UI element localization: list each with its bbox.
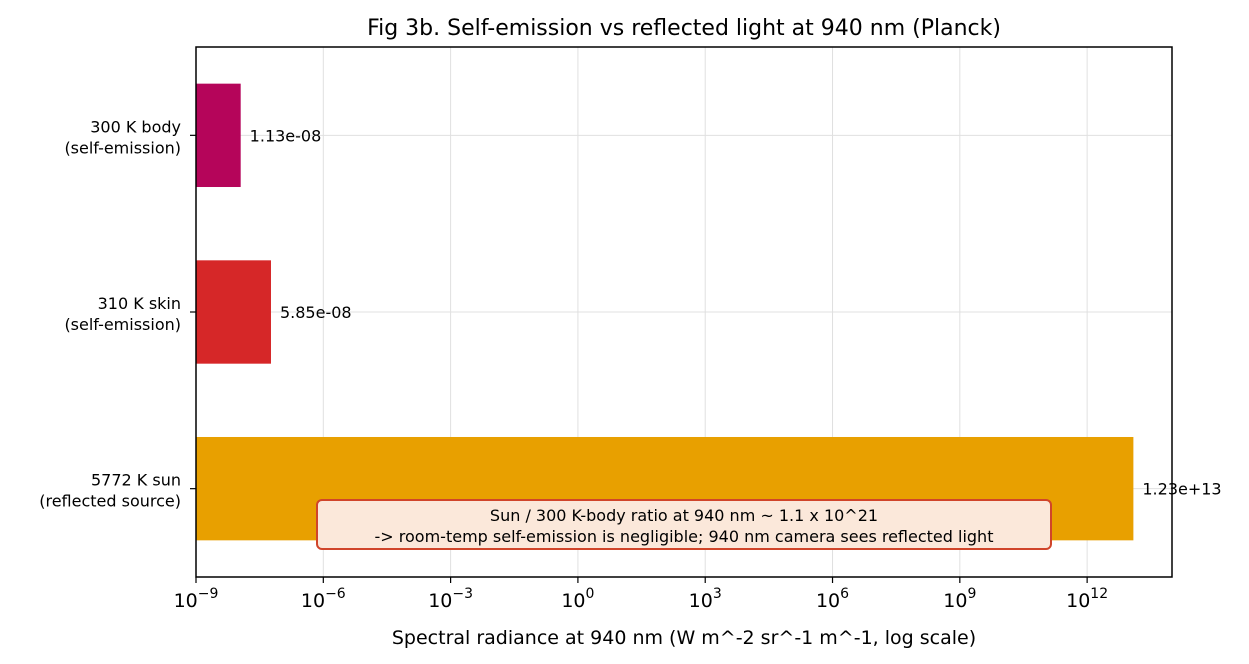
x-tick-label: 10−3	[428, 586, 473, 612]
x-tick-label: 1012	[1066, 586, 1108, 612]
value-labels: 1.13e-08 5.85e-08 1.23e+13	[250, 126, 1222, 498]
bar	[196, 83, 241, 188]
x-tick-label: 10−6	[301, 586, 346, 612]
x-axis-label: Spectral radiance at 940 nm (W m^-2 sr^-…	[392, 627, 976, 649]
value-label: 1.13e-08	[250, 126, 322, 145]
y-ticks: 300 K body (self-emission) 310 K skin (self…	[39, 117, 196, 511]
y-tick-label: (reflected source)	[39, 492, 181, 511]
y-tick-label: 5772 K sun	[91, 471, 181, 490]
chart-title: Fig 3b. Self-emission vs reflected light…	[367, 16, 1001, 41]
x-tick-label: 106	[816, 586, 849, 612]
x-tick-label: 109	[943, 586, 976, 612]
annotation-line-2: -> room-temp self-emission is negligible…	[374, 527, 994, 546]
y-tick-label: 310 K skin	[98, 294, 181, 313]
value-label: 1.23e+13	[1142, 480, 1221, 499]
x-tick-label: 103	[689, 586, 722, 612]
x-ticks: 10−9 10−6 10−3 100 103 106 109 1012	[174, 577, 1108, 612]
annotation-line-1: Sun / 300 K-body ratio at 940 nm ~ 1.1 x…	[489, 506, 879, 525]
plot-frame	[195, 46, 1173, 578]
x-tick-label: 10−9	[174, 586, 219, 612]
annotation-box: Sun / 300 K-body ratio at 940 nm ~ 1.1 x…	[316, 499, 1052, 550]
y-tick-label: (self-emission)	[64, 138, 181, 157]
bar	[196, 260, 271, 364]
value-label: 5.85e-08	[280, 303, 352, 322]
y-tick-label: (self-emission)	[64, 315, 181, 334]
y-tick-label: 300 K body	[90, 117, 181, 136]
x-tick-label: 100	[561, 586, 594, 612]
